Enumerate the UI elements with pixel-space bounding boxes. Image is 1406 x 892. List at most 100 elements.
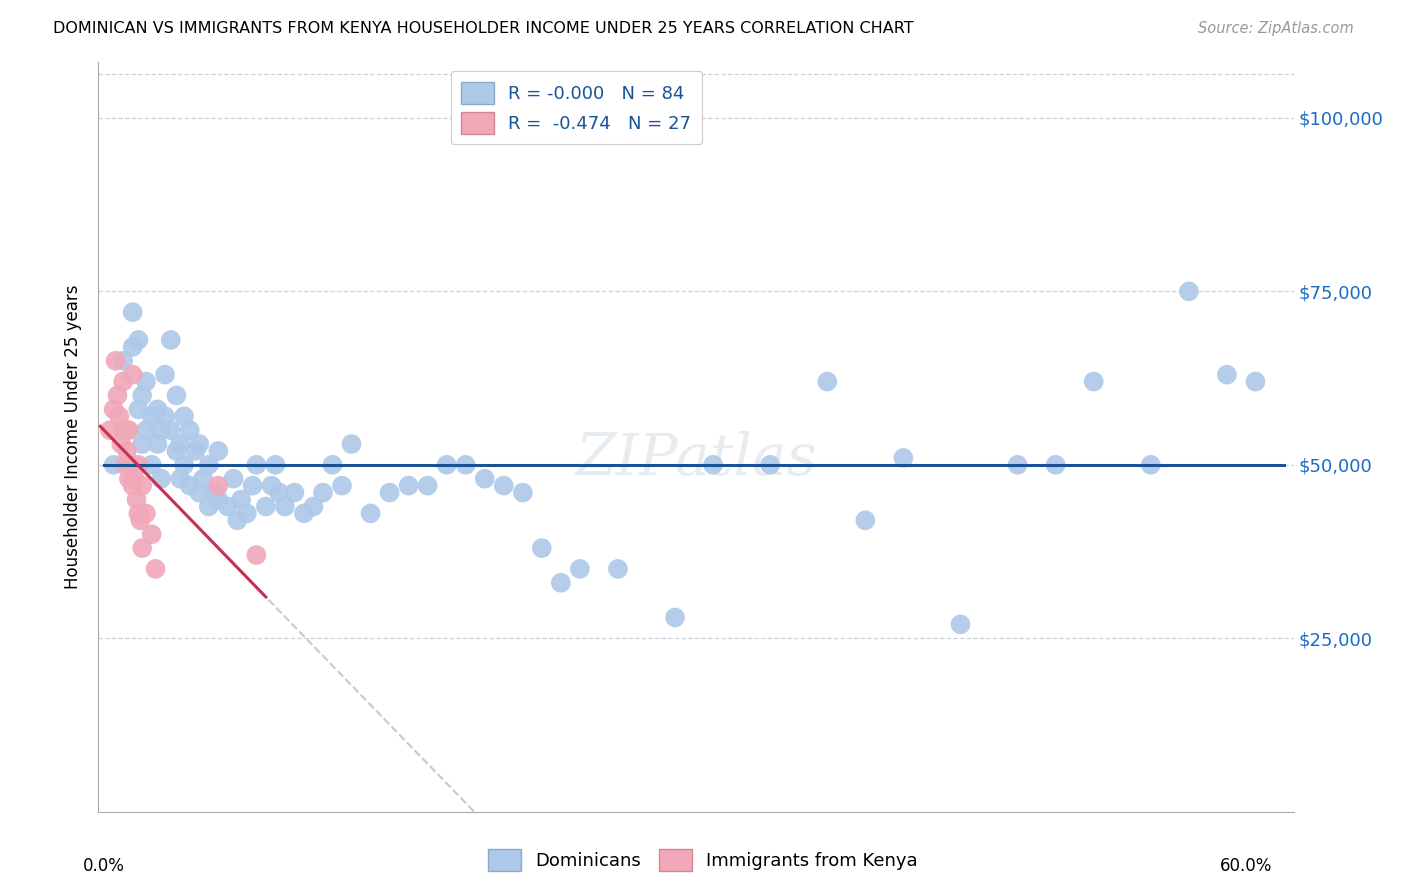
- Point: [1178, 285, 1201, 299]
- Point: [114, 458, 136, 472]
- Point: [302, 500, 325, 514]
- Point: [120, 458, 142, 472]
- Point: [153, 409, 176, 424]
- Point: [131, 478, 153, 492]
- Point: [269, 485, 291, 500]
- Point: [1045, 458, 1067, 472]
- Point: [118, 423, 141, 437]
- Point: [179, 423, 201, 437]
- Point: [135, 423, 157, 437]
- Point: [226, 513, 249, 527]
- Point: [236, 507, 259, 521]
- Point: [103, 458, 125, 472]
- Point: [207, 444, 229, 458]
- Point: [150, 423, 173, 437]
- Point: [893, 450, 915, 465]
- Point: [129, 513, 152, 527]
- Point: [1139, 458, 1161, 472]
- Point: [135, 507, 157, 521]
- Point: [198, 458, 221, 472]
- Point: [398, 478, 420, 492]
- Point: [165, 388, 187, 402]
- Point: [145, 562, 167, 576]
- Point: [191, 472, 214, 486]
- Point: [283, 485, 305, 500]
- Point: [115, 444, 138, 458]
- Point: [165, 444, 187, 458]
- Point: [141, 409, 163, 424]
- Point: [110, 437, 132, 451]
- Point: [222, 472, 245, 486]
- Point: [159, 423, 181, 437]
- Point: [153, 368, 176, 382]
- Text: Source: ZipAtlas.com: Source: ZipAtlas.com: [1198, 21, 1354, 36]
- Point: [121, 478, 143, 492]
- Point: [135, 375, 157, 389]
- Point: [207, 478, 229, 492]
- Point: [207, 492, 229, 507]
- Point: [702, 458, 724, 472]
- Point: [169, 437, 191, 451]
- Point: [360, 507, 382, 521]
- Point: [312, 485, 335, 500]
- Point: [141, 527, 163, 541]
- Point: [292, 507, 315, 521]
- Point: [118, 472, 141, 486]
- Point: [112, 375, 135, 389]
- Point: [1007, 458, 1029, 472]
- Point: [454, 458, 477, 472]
- Point: [568, 562, 591, 576]
- Point: [949, 617, 972, 632]
- Point: [184, 444, 207, 458]
- Point: [104, 353, 127, 368]
- Point: [131, 541, 153, 555]
- Point: [242, 478, 264, 492]
- Legend: Dominicans, Immigrants from Kenya: Dominicans, Immigrants from Kenya: [481, 842, 925, 879]
- Point: [150, 472, 173, 486]
- Point: [474, 472, 496, 486]
- Point: [436, 458, 458, 472]
- Point: [173, 458, 195, 472]
- Point: [340, 437, 363, 451]
- Point: [146, 402, 169, 417]
- Point: [254, 500, 277, 514]
- Point: [121, 340, 143, 354]
- Point: [231, 492, 253, 507]
- Point: [512, 485, 534, 500]
- Text: 0.0%: 0.0%: [83, 857, 125, 875]
- Point: [121, 368, 143, 382]
- Point: [131, 437, 153, 451]
- Point: [245, 548, 267, 562]
- Point: [330, 478, 353, 492]
- Point: [378, 485, 401, 500]
- Point: [607, 562, 630, 576]
- Point: [188, 437, 211, 451]
- Point: [127, 402, 149, 417]
- Point: [179, 478, 201, 492]
- Point: [260, 478, 283, 492]
- Point: [217, 500, 239, 514]
- Point: [98, 423, 121, 437]
- Point: [108, 409, 131, 424]
- Text: 60.0%: 60.0%: [1220, 857, 1272, 875]
- Point: [664, 610, 686, 624]
- Text: ZIPatlas: ZIPatlas: [575, 432, 817, 488]
- Point: [492, 478, 515, 492]
- Point: [141, 458, 163, 472]
- Point: [127, 458, 149, 472]
- Point: [264, 458, 287, 472]
- Point: [853, 513, 876, 527]
- Point: [173, 409, 195, 424]
- Point: [127, 507, 149, 521]
- Point: [274, 500, 297, 514]
- Point: [188, 485, 211, 500]
- Point: [1083, 375, 1105, 389]
- Point: [815, 375, 838, 389]
- Y-axis label: Householder Income Under 25 years: Householder Income Under 25 years: [65, 285, 83, 590]
- Point: [416, 478, 439, 492]
- Point: [1216, 368, 1239, 382]
- Point: [204, 485, 226, 500]
- Text: DOMINICAN VS IMMIGRANTS FROM KENYA HOUSEHOLDER INCOME UNDER 25 YEARS CORRELATION: DOMINICAN VS IMMIGRANTS FROM KENYA HOUSE…: [53, 21, 914, 36]
- Point: [112, 353, 135, 368]
- Point: [103, 402, 125, 417]
